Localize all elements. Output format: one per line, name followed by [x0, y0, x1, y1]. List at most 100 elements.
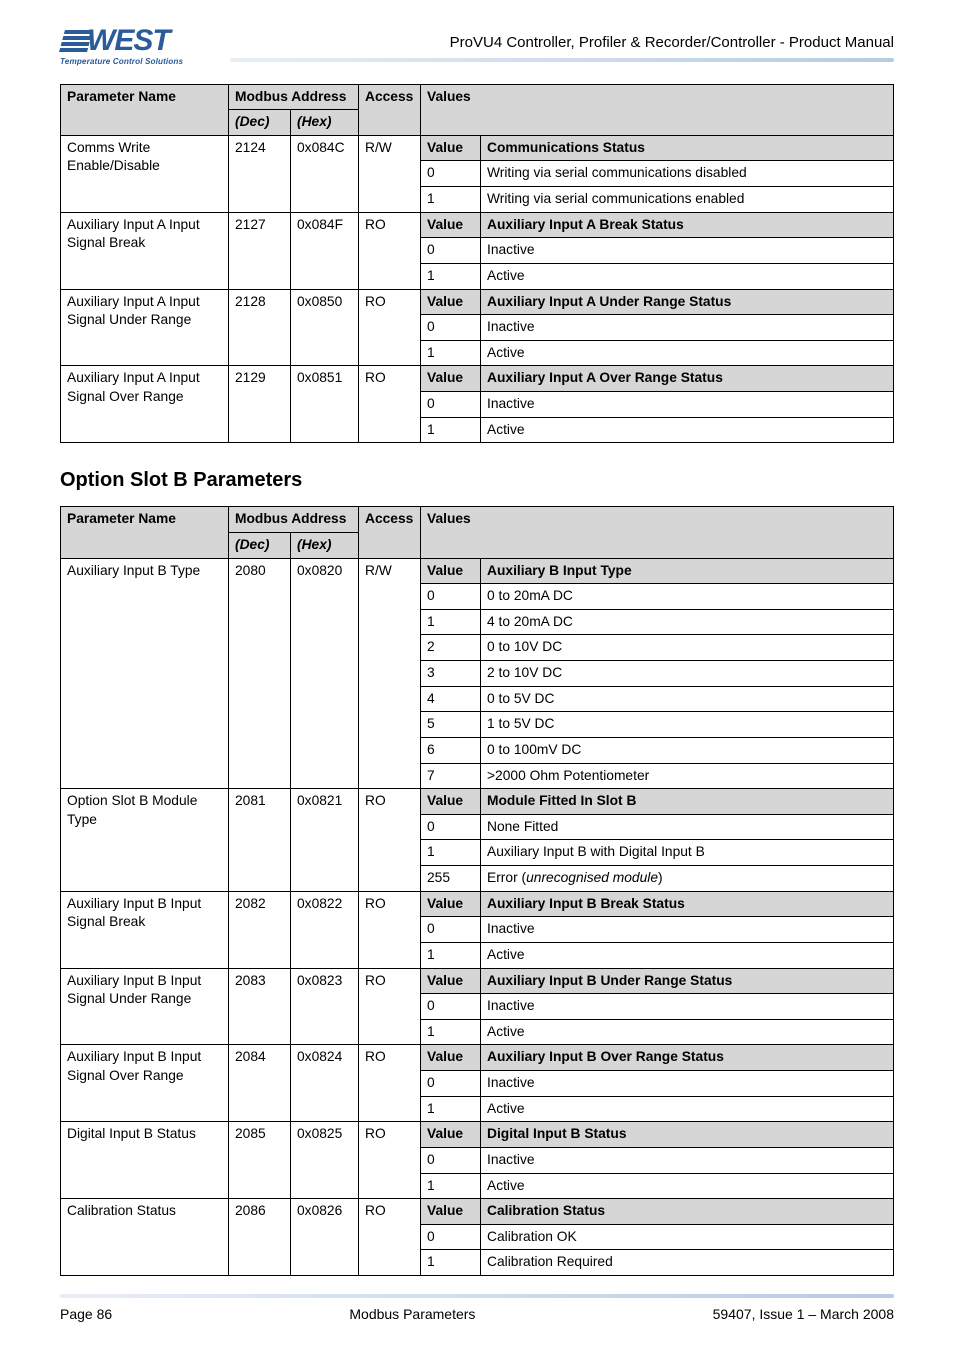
param-name: Auxiliary Input B Type — [61, 558, 229, 789]
footer-left: Page 86 — [60, 1306, 112, 1322]
param-hex: 0x0822 — [291, 891, 359, 968]
value-desc: 0 to 20mA DC — [481, 584, 894, 610]
param-access: RO — [359, 789, 421, 892]
value-header: Auxiliary Input B Break Status — [481, 891, 894, 917]
section-title-b: Option Slot B Parameters — [60, 469, 894, 492]
value-key: 0 — [421, 1071, 481, 1097]
value-label: Value — [421, 1122, 481, 1148]
value-label: Value — [421, 212, 481, 238]
value-desc: >2000 Ohm Potentiometer — [481, 763, 894, 789]
value-desc: Inactive — [481, 1071, 894, 1097]
value-key: 0 — [421, 814, 481, 840]
value-key: 0 — [421, 315, 481, 341]
value-key: 0 — [421, 161, 481, 187]
value-key: 0 — [421, 584, 481, 610]
param-name: Comms Write Enable/Disable — [61, 135, 229, 212]
params-table-b: Parameter NameModbus AddressAccessValues… — [60, 506, 894, 1276]
param-hex: 0x0823 — [291, 968, 359, 1045]
value-label: Value — [421, 1199, 481, 1225]
param-access: R/W — [359, 135, 421, 212]
value-key: 1 — [421, 942, 481, 968]
th-hex: (Hex) — [291, 110, 359, 136]
param-hex: 0x0824 — [291, 1045, 359, 1122]
value-key: 0 — [421, 917, 481, 943]
param-name: Calibration Status — [61, 1199, 229, 1276]
value-header: Communications Status — [481, 135, 894, 161]
th-dec: (Dec) — [229, 110, 291, 136]
value-key: 1 — [421, 1250, 481, 1276]
value-header: Auxiliary Input B Over Range Status — [481, 1045, 894, 1071]
param-dec: 2083 — [229, 968, 291, 1045]
param-dec: 2128 — [229, 289, 291, 366]
th-hex: (Hex) — [291, 532, 359, 558]
value-desc: Active — [481, 1096, 894, 1122]
value-desc: 0 to 100mV DC — [481, 737, 894, 763]
footer-center: Modbus Parameters — [349, 1306, 475, 1322]
value-key: 1 — [421, 1019, 481, 1045]
value-desc: Error (unrecognised module) — [481, 866, 894, 892]
value-desc: Active — [481, 340, 894, 366]
param-dec: 2081 — [229, 789, 291, 892]
param-name: Digital Input B Status — [61, 1122, 229, 1199]
param-dec: 2080 — [229, 558, 291, 789]
param-access: RO — [359, 1199, 421, 1276]
param-hex: 0x0850 — [291, 289, 359, 366]
value-desc: Active — [481, 942, 894, 968]
value-key: 0 — [421, 994, 481, 1020]
value-desc: 2 to 10V DC — [481, 661, 894, 687]
value-key: 4 — [421, 686, 481, 712]
th-values: Values — [421, 84, 894, 135]
param-name: Auxiliary Input A Input Signal Break — [61, 212, 229, 289]
th-addr: Modbus Address — [229, 507, 359, 533]
value-desc: Inactive — [481, 917, 894, 943]
logo-text: WEST — [60, 28, 225, 54]
th-param: Parameter Name — [61, 84, 229, 135]
value-label: Value — [421, 789, 481, 815]
logo-word: WEST — [87, 24, 170, 57]
value-key: 1 — [421, 340, 481, 366]
value-desc: Active — [481, 417, 894, 443]
value-key: 6 — [421, 737, 481, 763]
value-desc: Active — [481, 263, 894, 289]
value-header: Auxiliary Input A Over Range Status — [481, 366, 894, 392]
header-rule — [230, 58, 894, 62]
value-desc: Inactive — [481, 238, 894, 264]
value-key: 1 — [421, 609, 481, 635]
footer-right: 59407, Issue 1 – March 2008 — [713, 1306, 894, 1322]
value-key: 2 — [421, 635, 481, 661]
value-desc: Writing via serial communications disabl… — [481, 161, 894, 187]
value-desc: Inactive — [481, 1147, 894, 1173]
doc-title: ProVU4 Controller, Profiler & Recorder/C… — [450, 28, 894, 51]
th-values: Values — [421, 507, 894, 558]
value-header: Auxiliary Input A Under Range Status — [481, 289, 894, 315]
value-key: 1 — [421, 187, 481, 213]
value-desc: 0 to 10V DC — [481, 635, 894, 661]
param-name: Auxiliary Input B Input Signal Under Ran… — [61, 968, 229, 1045]
param-hex: 0x0820 — [291, 558, 359, 789]
param-dec: 2085 — [229, 1122, 291, 1199]
param-name: Option Slot B Module Type — [61, 789, 229, 892]
value-key: 5 — [421, 712, 481, 738]
th-dec: (Dec) — [229, 532, 291, 558]
value-key: 1 — [421, 1096, 481, 1122]
value-desc: 1 to 5V DC — [481, 712, 894, 738]
logo: WEST Temperature Control Solutions — [60, 28, 225, 66]
param-access: RO — [359, 1045, 421, 1122]
param-dec: 2124 — [229, 135, 291, 212]
param-access: RO — [359, 212, 421, 289]
value-label: Value — [421, 1045, 481, 1071]
th-param: Parameter Name — [61, 507, 229, 558]
value-key: 1 — [421, 1173, 481, 1199]
param-access: R/W — [359, 558, 421, 789]
value-label: Value — [421, 891, 481, 917]
param-dec: 2084 — [229, 1045, 291, 1122]
value-desc: Writing via serial communications enable… — [481, 187, 894, 213]
param-hex: 0x0851 — [291, 366, 359, 443]
param-hex: 0x0825 — [291, 1122, 359, 1199]
param-access: RO — [359, 891, 421, 968]
param-dec: 2082 — [229, 891, 291, 968]
value-desc: Active — [481, 1173, 894, 1199]
param-hex: 0x0821 — [291, 789, 359, 892]
value-header: Auxiliary Input B Under Range Status — [481, 968, 894, 994]
th-access: Access — [359, 507, 421, 558]
